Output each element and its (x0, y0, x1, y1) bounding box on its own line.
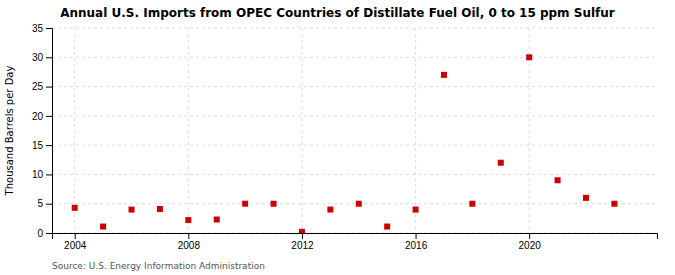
y-tick: 0 (37, 228, 52, 239)
x-tick-label: 2008 (178, 240, 201, 251)
chart: 2004 2008 2012 2016 2020 0 5 10 15 20 25 30 35 Annual… (0, 0, 675, 275)
x-tick: 2012 (291, 233, 314, 251)
point (327, 207, 333, 213)
y-grid-line (52, 57, 657, 58)
y-tick: 5 (37, 198, 52, 209)
point (611, 201, 617, 207)
point (526, 54, 532, 60)
x-axis-line (53, 234, 658, 240)
y-tick-label: 25 (32, 81, 44, 92)
points (72, 54, 618, 233)
x-tick: 2016 (405, 233, 428, 251)
y-tick: 15 (32, 140, 52, 151)
point (271, 201, 277, 207)
point (157, 206, 163, 212)
point (214, 217, 220, 223)
y-tick-mark (46, 145, 52, 146)
point (413, 207, 419, 213)
y-tick-label: 0 (37, 228, 43, 239)
point (72, 205, 78, 211)
y-tick-mark (46, 57, 52, 58)
x-grid-line (301, 28, 302, 233)
point (469, 201, 475, 207)
point (498, 160, 504, 166)
x-tick-mark (416, 233, 417, 239)
y-tick-label: 5 (37, 198, 43, 209)
x-tick-mark (302, 233, 303, 239)
y-tick-label: 20 (32, 111, 44, 122)
point (129, 207, 135, 213)
y-grid-line (52, 86, 657, 87)
y-tick: 30 (32, 52, 52, 63)
y-axis-line (46, 29, 53, 234)
x-tick-label: 2016 (405, 240, 428, 251)
y-grid-line (52, 28, 657, 29)
point (356, 201, 362, 207)
point (555, 177, 561, 183)
y-tick-mark (46, 174, 52, 175)
x-tick-label: 2004 (64, 240, 87, 251)
point (384, 224, 390, 230)
y-grid-line (52, 145, 657, 146)
x-tick: 2004 (64, 233, 87, 251)
y-tick-mark (46, 233, 52, 234)
title: Annual U.S. Imports from OPEC Countries … (60, 6, 615, 20)
y-tick-label: 10 (32, 169, 44, 180)
y-axis-title: Thousand Barrels per Day (4, 66, 15, 197)
x-grid-line (415, 28, 416, 233)
y-tick-mark (46, 116, 52, 117)
x-grid-line (188, 28, 189, 233)
x-tick-label: 2020 (519, 240, 542, 251)
x-tick: 2008 (178, 233, 201, 251)
y-grid-line (52, 174, 657, 175)
y-grid-line (52, 115, 657, 116)
x-axis: 2004 2008 2012 2016 2020 (53, 233, 658, 251)
y-tick-label: 15 (32, 140, 44, 151)
y-tick: 35 (32, 23, 52, 34)
y-axis: 0 5 10 15 20 25 30 35 (32, 23, 53, 239)
point (299, 229, 305, 233)
point (185, 217, 191, 223)
x-tick-label: 2012 (291, 240, 314, 251)
y-tick: 25 (32, 81, 52, 92)
annotation: Source: U.S. Energy Information Administ… (52, 261, 265, 271)
y-tick-label: 35 (32, 23, 44, 34)
y-tick: 20 (32, 111, 52, 122)
point (242, 201, 248, 207)
y-tick: 10 (32, 169, 52, 180)
plot: 2004 2008 2012 2016 2020 0 5 10 15 20 25 30 35 (32, 23, 658, 251)
x-tick-mark (188, 233, 189, 239)
x-tick: 2020 (519, 233, 542, 251)
point (100, 224, 106, 230)
y-tick-label: 30 (32, 52, 44, 63)
y-grid-line (52, 203, 657, 204)
y-tick-mark (46, 87, 52, 88)
grid (52, 28, 657, 233)
point (583, 195, 589, 201)
y-tick-mark (46, 204, 52, 205)
y-tick-mark (46, 28, 52, 29)
x-grid-line (74, 28, 75, 233)
x-tick-mark (529, 233, 530, 239)
point (441, 72, 447, 78)
x-tick-mark (75, 233, 76, 239)
